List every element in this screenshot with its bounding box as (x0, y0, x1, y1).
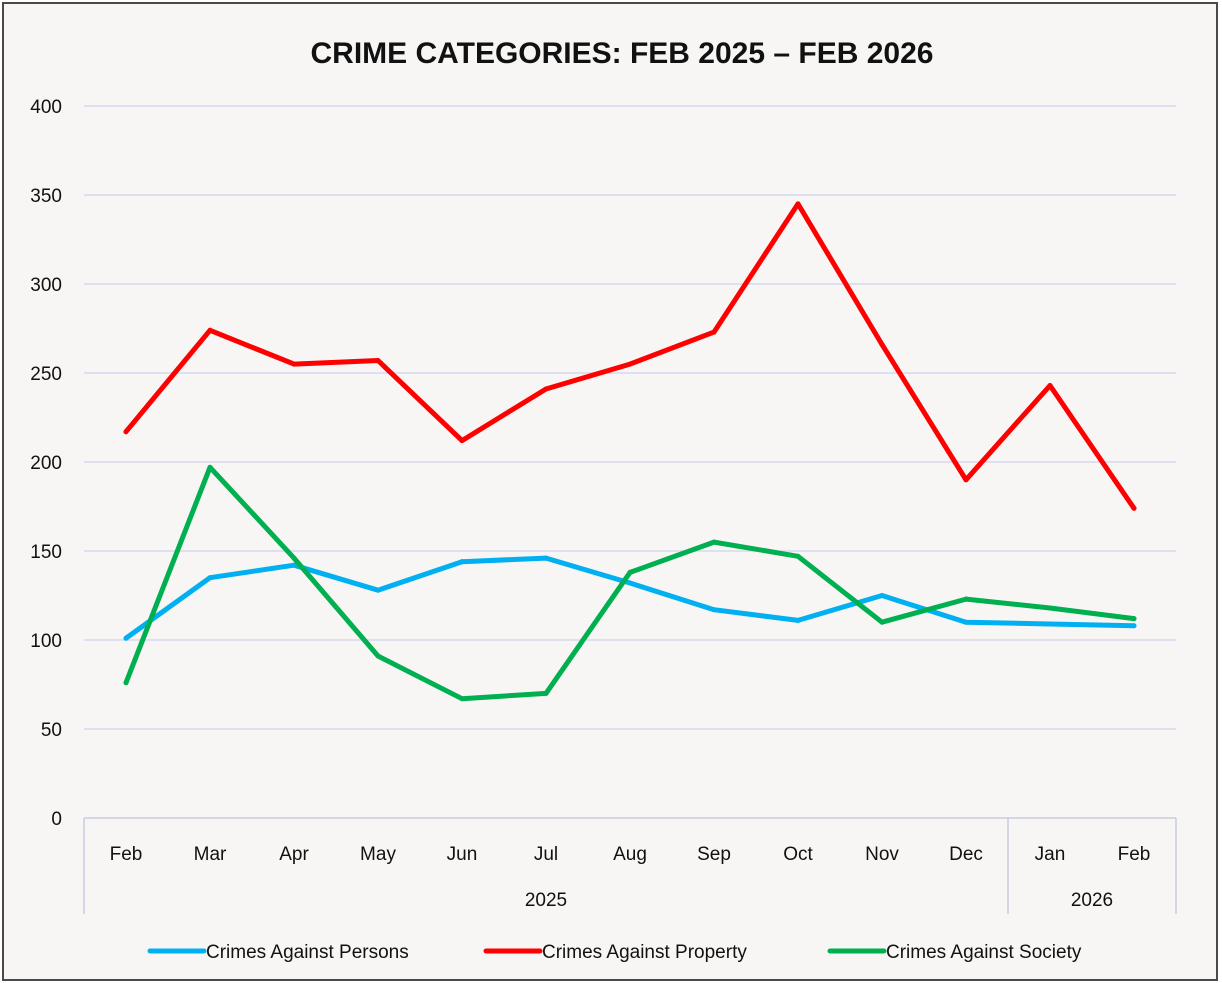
y-tick-label: 50 (41, 720, 62, 741)
data-point (1047, 605, 1053, 611)
data-point (543, 386, 549, 392)
line-chart: CRIME CATEGORIES: FEB 2025 – FEB 2026 0 5… (30, 37, 1177, 963)
x-tick-label: Mar (194, 844, 227, 865)
y-tick-label: 100 (30, 631, 62, 652)
data-point (459, 696, 465, 702)
y-tick-label: 150 (30, 542, 62, 563)
data-point (207, 464, 213, 470)
data-point (375, 587, 381, 593)
data-point (795, 201, 801, 207)
x-tick-label: Nov (865, 844, 899, 865)
data-point (459, 559, 465, 565)
legend-label: Crimes Against Persons (206, 942, 409, 963)
data-point (963, 619, 969, 625)
data-point (879, 342, 885, 348)
x-tick-label: Feb (110, 844, 143, 865)
data-point (375, 358, 381, 364)
data-point (207, 327, 213, 333)
data-point (711, 539, 717, 545)
data-point (1131, 505, 1137, 511)
data-point (123, 635, 129, 641)
data-point (1131, 616, 1137, 622)
data-point (627, 569, 633, 575)
y-tick-label: 250 (30, 364, 62, 385)
x-tick-label: Jul (534, 844, 558, 865)
data-point (291, 361, 297, 367)
data-point (207, 575, 213, 581)
data-point (375, 653, 381, 659)
data-point (711, 607, 717, 613)
legend-label: Crimes Against Society (886, 942, 1082, 963)
data-point (963, 596, 969, 602)
y-tick-label: 350 (30, 186, 62, 207)
y-tick-label: 300 (30, 275, 62, 296)
data-point (963, 477, 969, 483)
data-point (627, 361, 633, 367)
data-point (879, 593, 885, 598)
data-point (711, 329, 717, 335)
x-tick-label: May (360, 844, 396, 865)
y-tick-label: 200 (30, 453, 62, 474)
x-group-label: 2025 (525, 890, 567, 911)
x-tick-label: Sep (697, 844, 731, 865)
y-tick-label: 400 (30, 97, 62, 118)
data-point (123, 680, 129, 686)
data-point (543, 555, 549, 561)
data-point (627, 580, 633, 586)
x-tick-label: Jan (1035, 844, 1066, 865)
data-point (123, 429, 129, 435)
data-point (795, 553, 801, 559)
data-point (879, 619, 885, 625)
chart-title: CRIME CATEGORIES: FEB 2025 – FEB 2026 (311, 37, 934, 70)
data-point (459, 438, 465, 444)
legend-label: Crimes Against Property (542, 942, 747, 963)
x-tick-label: Apr (279, 844, 309, 865)
data-point (291, 562, 297, 568)
data-point (795, 617, 801, 623)
x-group-label: 2026 (1071, 890, 1113, 911)
x-tick-label: Oct (783, 844, 813, 865)
data-point (1131, 623, 1137, 629)
x-tick-label: Feb (1118, 844, 1151, 865)
x-tick-label: Jun (447, 844, 478, 865)
data-point (1047, 382, 1053, 388)
y-tick-label: 0 (51, 809, 62, 830)
data-point (543, 690, 549, 696)
x-tick-label: Aug (613, 844, 647, 865)
x-tick-label: Dec (949, 844, 983, 865)
data-point (1047, 621, 1053, 627)
data-point (291, 555, 297, 561)
